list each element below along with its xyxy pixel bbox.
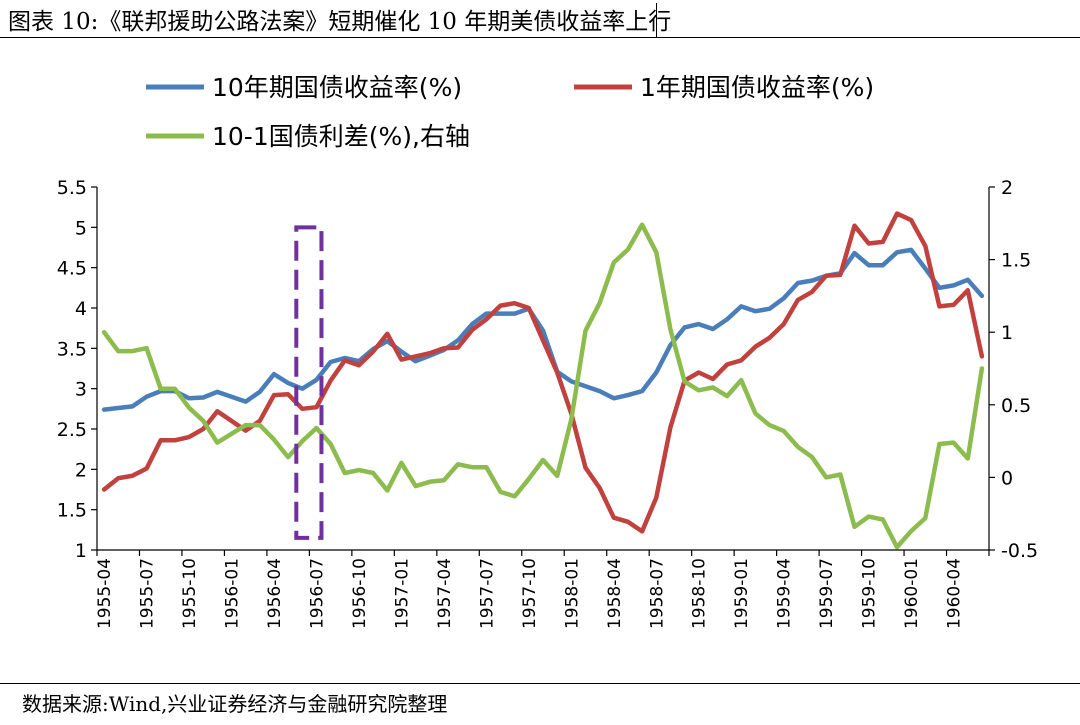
y-right-tick-label: 1.5 — [1001, 250, 1031, 272]
y-right-tick-label: 1 — [1001, 322, 1013, 344]
title-divider-tick — [656, 3, 657, 37]
x-tick-label: 1958-04 — [605, 558, 625, 629]
figure-title: 图表 10:《联邦援助公路法案》短期催化 10 年期美债收益率上行 — [8, 9, 672, 35]
line-10y-yield — [101, 247, 985, 412]
legend-label-0: 10年期国债收益率(%) — [212, 73, 462, 102]
x-tick-label: 1958-07 — [647, 558, 667, 629]
y-left-tick-label: 3 — [75, 379, 87, 401]
x-tick-label: 1958-10 — [690, 558, 710, 629]
x-tick-label: 1957-04 — [435, 558, 455, 629]
x-tick-label: 1955-07 — [138, 558, 158, 629]
y-left-tick-label: 4 — [75, 298, 87, 320]
y-right-tick-label: 2 — [1001, 177, 1013, 199]
title-underline — [0, 37, 1080, 38]
highlight-box-layer — [294, 225, 324, 540]
x-tick-label: 1960-04 — [945, 558, 965, 629]
y-left-tick-label: 1.5 — [57, 500, 87, 522]
x-tick-label: 1956-10 — [350, 558, 370, 629]
y-left-tick-label: 2 — [75, 459, 87, 481]
x-tick-label: 1957-01 — [392, 558, 412, 629]
legend: 10年期国债收益率(%) 1年期国债收益率(%) 10-1国债利差(%),右轴 — [146, 73, 874, 151]
source-divider — [0, 683, 1080, 684]
x-tick-label: 1957-07 — [477, 558, 497, 629]
y-right-tick-label: 0.5 — [1001, 395, 1031, 417]
x-tick-label: 1959-07 — [817, 558, 837, 629]
x-tick-label: 1956-01 — [223, 558, 243, 629]
y-right-tick-label: -0.5 — [1001, 540, 1038, 562]
x-tick-label: 1956-07 — [307, 558, 327, 629]
x-tick-label: 1959-01 — [732, 558, 752, 629]
x-tick-label: 1955-04 — [95, 558, 115, 629]
x-tick-label: 1957-10 — [520, 558, 540, 629]
legend-label-1: 1年期国债收益率(%) — [640, 73, 874, 102]
y-left-tick-label: 1 — [75, 540, 87, 562]
x-tick-label: 1959-10 — [860, 558, 880, 629]
x-tick-label: 1958-01 — [562, 558, 582, 629]
x-tick-label: 1955-10 — [180, 558, 200, 629]
x-tick-label: 1956-04 — [265, 558, 285, 629]
line-1y-yield — [101, 211, 985, 534]
y-left-tick-label: 4.5 — [57, 258, 87, 280]
y-left-tick-label: 2.5 — [57, 419, 87, 441]
x-tick-label: 1959-04 — [775, 558, 795, 629]
y-right-tick-label: 0 — [1001, 467, 1013, 489]
y-left-tick-label: 5.5 — [57, 177, 87, 199]
highlight-box — [294, 225, 324, 540]
x-tick-label: 1960-01 — [902, 558, 922, 629]
y-left-tick-label: 3.5 — [57, 338, 87, 360]
plot-lines — [101, 211, 985, 550]
axes: 5.5 5 4.5 4 3.5 3 2.5 2 1.5 1 2 1.5 1 0.5 0 -0.5 1955-04… — [57, 177, 1038, 629]
data-source-note: 数据来源:Wind,兴业证券经济与金融研究院整理 — [22, 692, 448, 716]
line-spread — [101, 222, 985, 550]
chart-area: 10年期国债收益率(%) 1年期国债收益率(%) 10-1国债利差(%),右轴 5.… — [57, 73, 1038, 629]
y-left-tick-label: 5 — [75, 217, 87, 239]
legend-label-2: 10-1国债利差(%),右轴 — [212, 122, 470, 151]
